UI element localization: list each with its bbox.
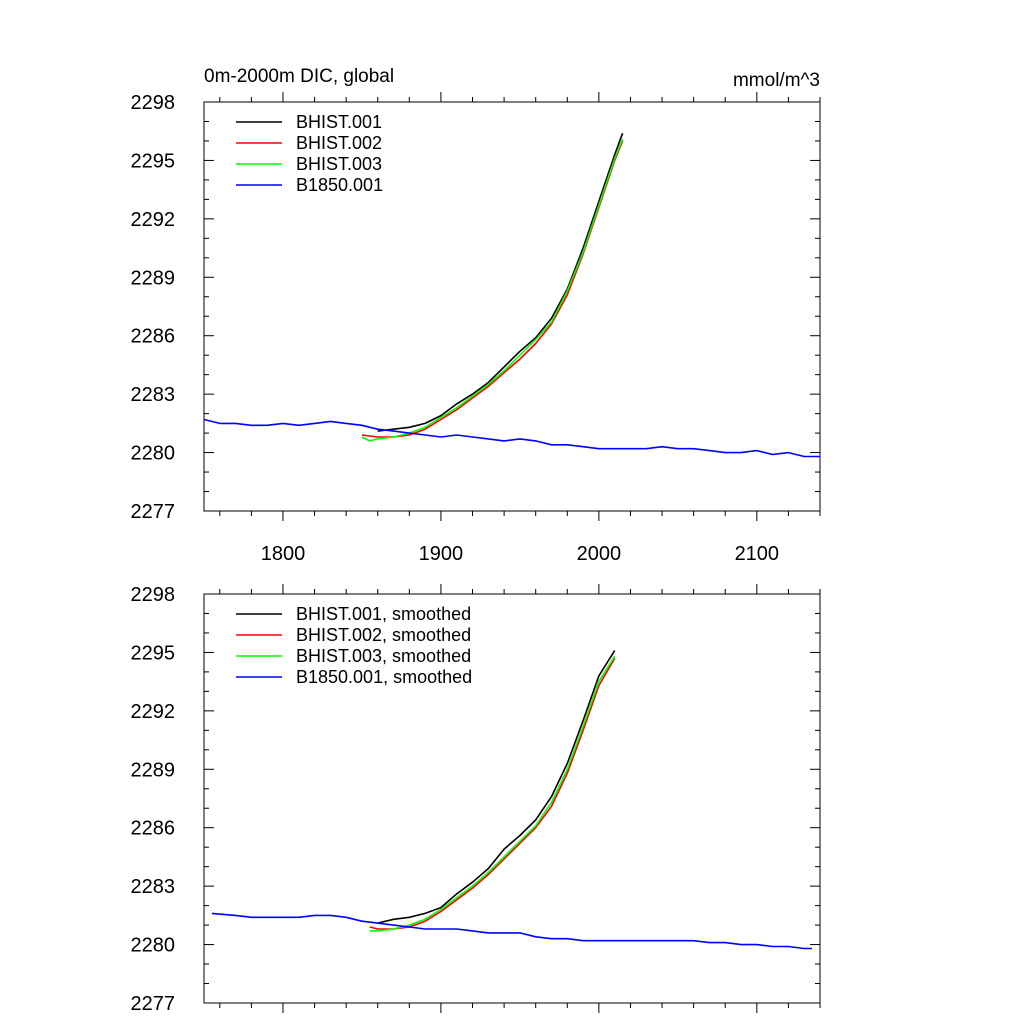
x-tick-label: 1800 bbox=[261, 543, 306, 565]
y-tick-label: 2277 bbox=[131, 501, 176, 523]
raw-axes: 2277 2280 2283 2286 2289 2292 2295 2298 1800 1900… bbox=[131, 92, 821, 565]
y-tick-label: 2283 bbox=[131, 876, 176, 898]
panel-smoothed: 2277 2280 2283 2286 2289 2292 2295 2298 BHIST.0… bbox=[131, 584, 821, 1015]
panel-raw: 2277 2280 2283 2286 2289 2292 2295 2298 1800 1900… bbox=[131, 92, 821, 565]
legend-label: BHIST.003 bbox=[296, 154, 382, 174]
y-tick-label: 2292 bbox=[131, 701, 176, 723]
series-line-bhist-001 bbox=[377, 132, 624, 432]
series-line-b1850-001-smoothed bbox=[211, 912, 813, 950]
series-line-bhist-003-smoothed bbox=[369, 655, 616, 932]
y-tick-label: 2280 bbox=[131, 443, 176, 465]
raw-series bbox=[203, 132, 820, 458]
series-line-bhist-002-smoothed bbox=[369, 657, 616, 930]
y-tick-label: 2298 bbox=[131, 584, 176, 606]
legend-label: BHIST.001, smoothed bbox=[296, 604, 471, 624]
y-tick-label: 2280 bbox=[131, 935, 176, 957]
legend-label: BHIST.003, smoothed bbox=[296, 646, 471, 666]
x-tick-label: 1900 bbox=[419, 543, 464, 565]
y-tick-label: 2277 bbox=[131, 993, 176, 1015]
smoothed-axes: 2277 2280 2283 2286 2289 2292 2295 2298 bbox=[131, 584, 821, 1015]
chart-title: 0m-2000m DIC, global bbox=[204, 66, 394, 87]
x-tick-label: 2000 bbox=[577, 543, 622, 565]
series-line-bhist-003 bbox=[361, 138, 624, 442]
chart-units: mmol/m^3 bbox=[733, 70, 820, 91]
legend-label: B1850.001 bbox=[296, 175, 383, 195]
y-tick-label: 2292 bbox=[131, 209, 176, 231]
legend-label: BHIST.002 bbox=[296, 133, 382, 153]
y-tick-label: 2298 bbox=[131, 92, 176, 114]
smoothed-series bbox=[211, 650, 813, 950]
series-line-bhist-001-smoothed bbox=[377, 650, 616, 924]
y-tick-label: 2289 bbox=[131, 267, 176, 289]
y-tick-label: 2286 bbox=[131, 326, 176, 348]
series-line-bhist-002 bbox=[361, 140, 624, 438]
legend-label: B1850.001, smoothed bbox=[296, 667, 472, 687]
x-tick-label: 2100 bbox=[735, 543, 780, 565]
y-tick-label: 2286 bbox=[131, 818, 176, 840]
series-line-b1850-001 bbox=[203, 418, 820, 458]
legend-label: BHIST.002, smoothed bbox=[296, 625, 471, 645]
plot-frame bbox=[203, 101, 821, 512]
y-tick-label: 2295 bbox=[131, 150, 176, 172]
legend-label: BHIST.001 bbox=[296, 112, 382, 132]
plot-frame bbox=[203, 593, 821, 1004]
y-tick-label: 2295 bbox=[131, 642, 176, 664]
y-tick-label: 2289 bbox=[131, 759, 176, 781]
y-tick-label: 2283 bbox=[131, 384, 176, 406]
